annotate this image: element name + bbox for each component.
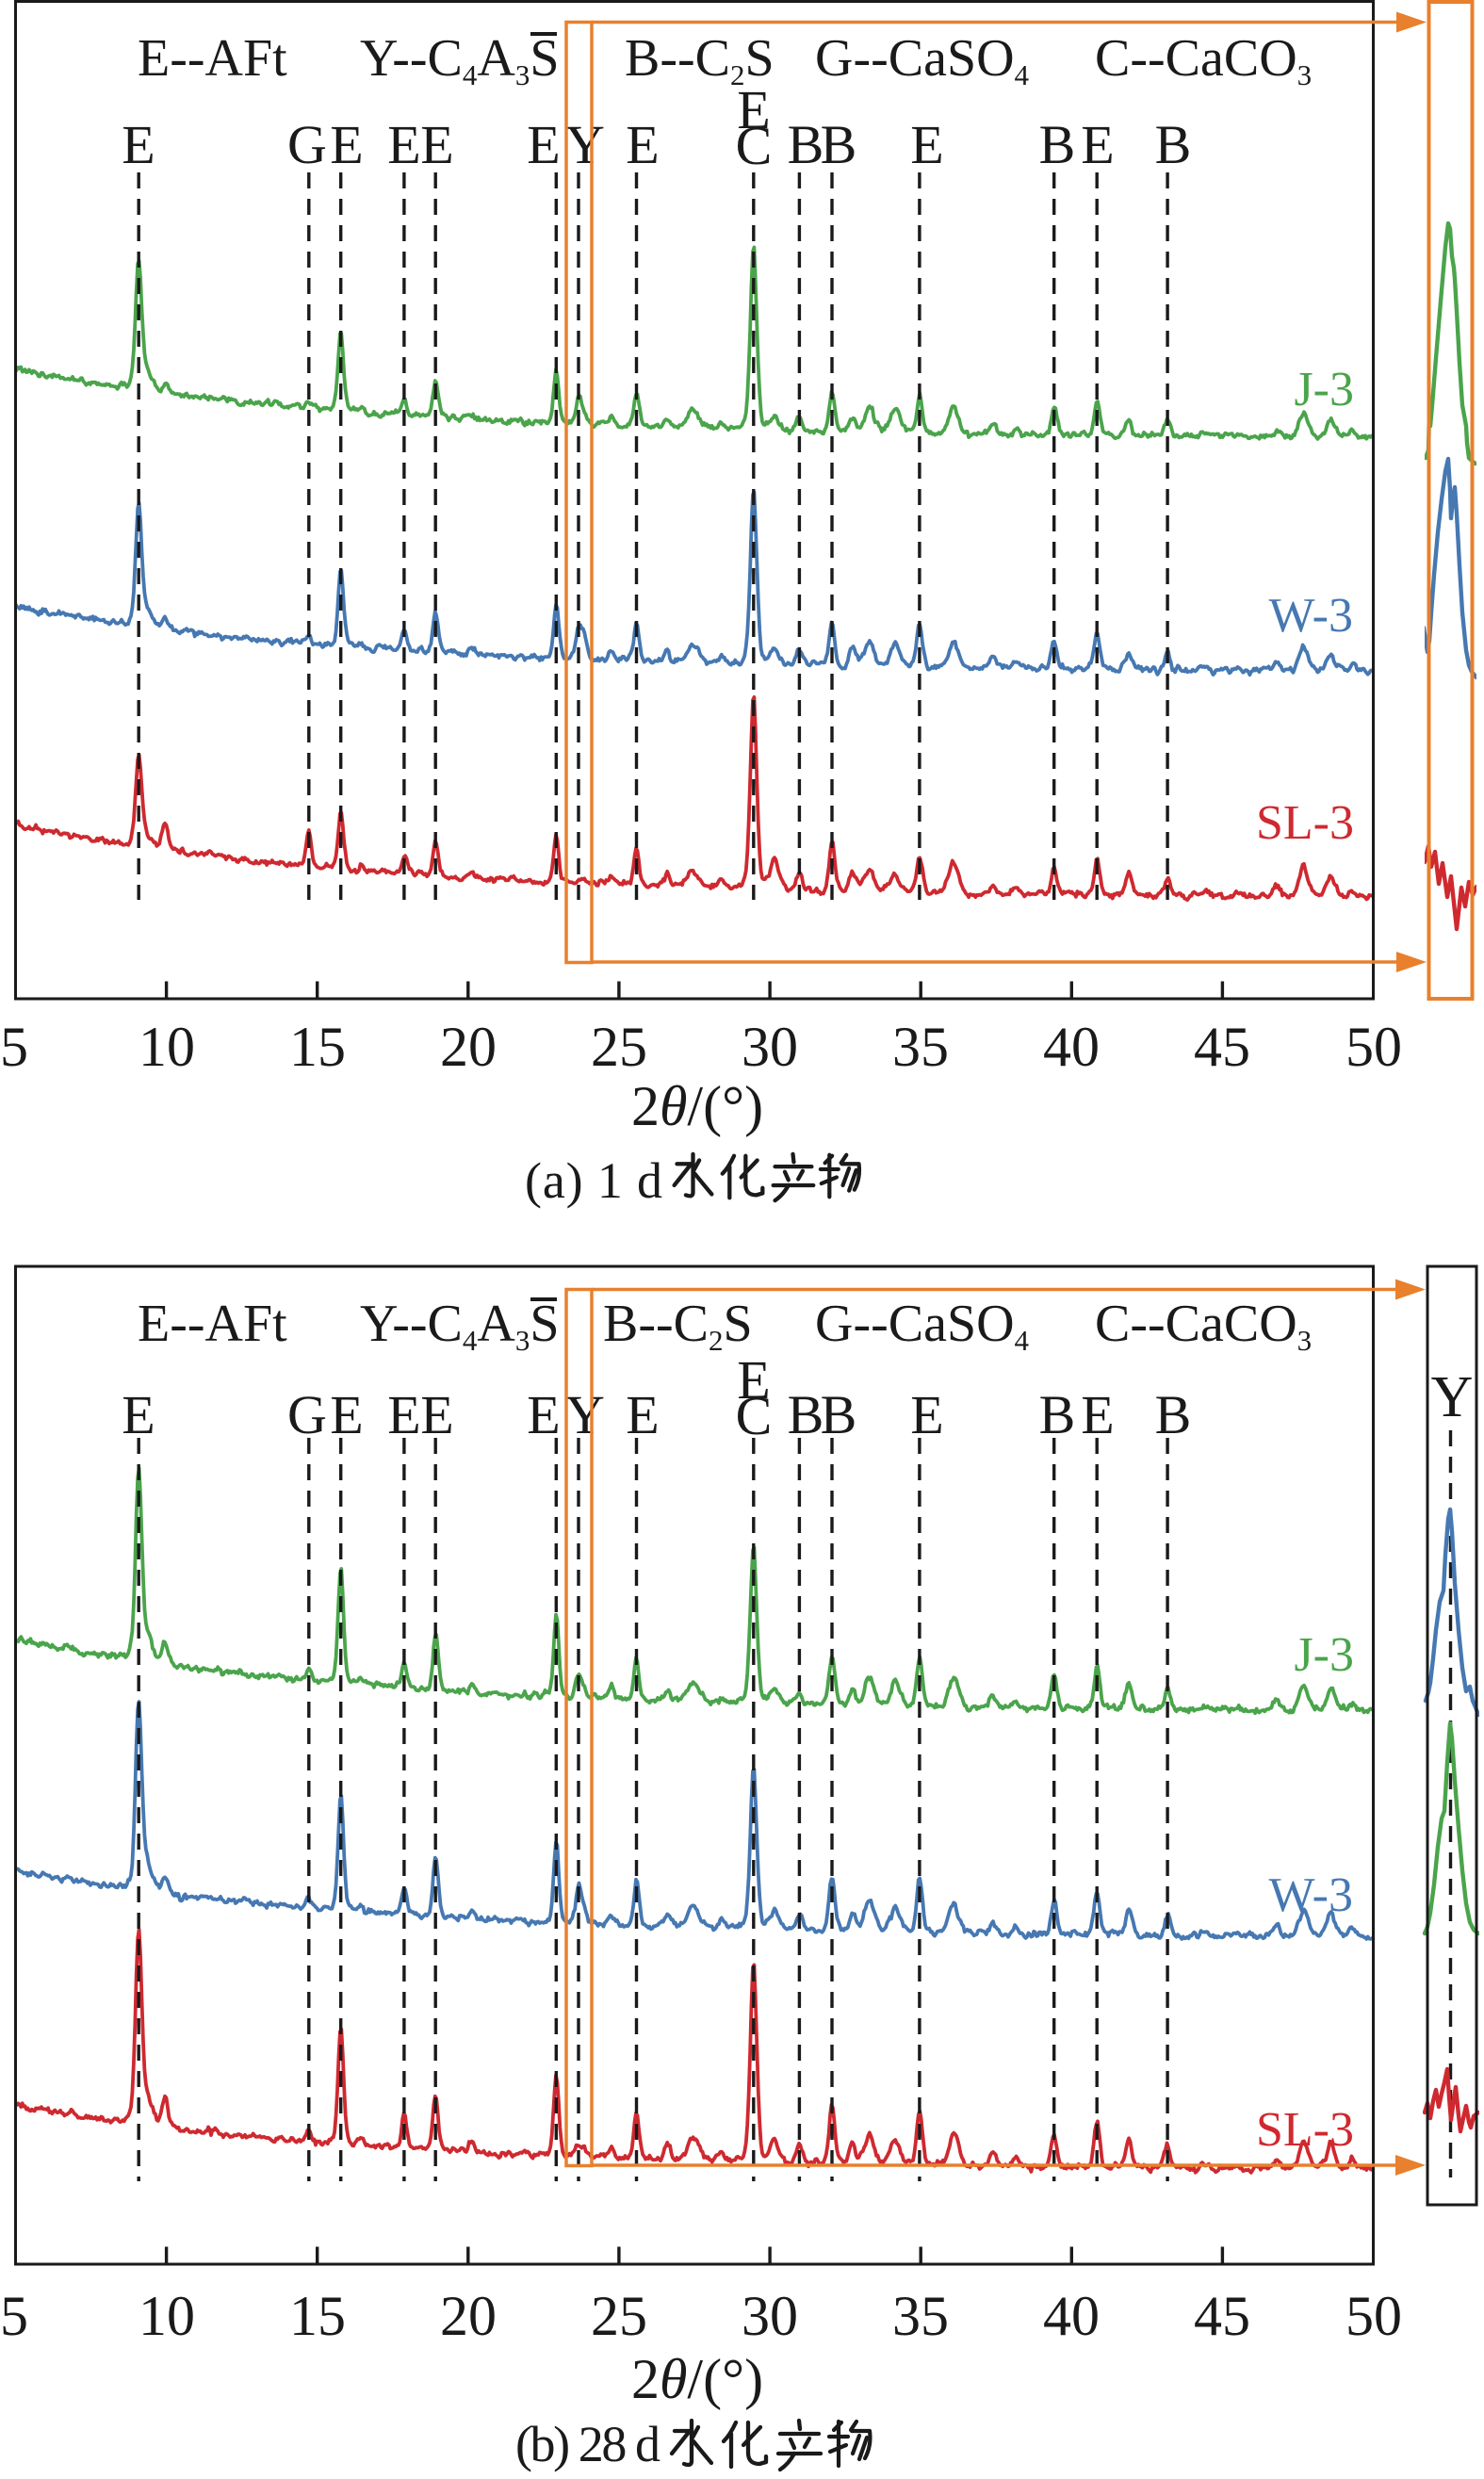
svg-text:E: E <box>626 114 659 175</box>
svg-text:W-3: W-3 <box>1268 1868 1353 1922</box>
svg-text:E: E <box>527 114 560 175</box>
svg-text:SL-3: SL-3 <box>1256 2103 1354 2157</box>
svg-text:C--CaCO3​: C--CaCO3​ <box>1095 29 1312 91</box>
svg-text:B: B <box>788 1384 824 1445</box>
svg-text:E: E <box>910 1384 943 1445</box>
svg-text:10: 10 <box>139 1016 195 1078</box>
svg-text:E: E <box>527 1384 560 1445</box>
svg-text:E: E <box>122 1384 155 1445</box>
svg-text:2θ/(°): 2θ/(°) <box>631 1075 763 1137</box>
svg-text:B: B <box>821 114 857 175</box>
svg-text:25: 25 <box>591 1016 647 1078</box>
svg-text:E: E <box>737 79 770 140</box>
svg-text:E: E <box>330 1384 363 1445</box>
svg-text:Y: Y <box>1431 1365 1474 1429</box>
svg-text:Y--C4​A3​S: Y--C4​A3​S <box>360 1295 560 1357</box>
svg-text:B--C2​S: B--C2​S <box>603 1295 753 1357</box>
svg-text:E--AFt: E--AFt <box>138 1295 287 1353</box>
svg-text:10: 10 <box>139 2285 195 2347</box>
svg-text:C: C <box>736 1385 773 1446</box>
svg-text:35: 35 <box>892 1016 949 1078</box>
svg-text:5: 5 <box>0 2285 28 2347</box>
svg-text:E: E <box>420 1384 453 1445</box>
svg-text:E: E <box>1081 114 1114 175</box>
svg-text:B: B <box>1039 1384 1076 1445</box>
svg-text:C: C <box>736 115 773 176</box>
svg-text:35: 35 <box>892 2285 949 2347</box>
svg-text:15: 15 <box>289 1016 346 1078</box>
svg-text:E: E <box>910 114 943 175</box>
svg-text:E: E <box>122 114 155 175</box>
svg-text:G--CaSO4​: G--CaSO4​ <box>815 1295 1030 1357</box>
svg-text:B: B <box>821 1384 857 1445</box>
svg-text:E: E <box>387 114 420 175</box>
svg-text:2θ/(°): 2θ/(°) <box>631 2348 763 2410</box>
svg-text:25: 25 <box>591 2285 647 2347</box>
svg-text:SL-3: SL-3 <box>1256 796 1354 850</box>
svg-text:E: E <box>330 114 363 175</box>
svg-text:50: 50 <box>1345 2285 1402 2347</box>
svg-text:40: 40 <box>1043 2285 1100 2347</box>
svg-text:40: 40 <box>1043 1016 1100 1078</box>
svg-text:50: 50 <box>1345 1016 1402 1078</box>
svg-text:B: B <box>1155 1384 1192 1445</box>
svg-text:30: 30 <box>742 2285 798 2347</box>
svg-text:(b) 28 d: (b) 28 d <box>515 2416 660 2472</box>
svg-text:J-3: J-3 <box>1294 363 1354 416</box>
svg-text:45: 45 <box>1194 2285 1250 2347</box>
svg-text:5: 5 <box>0 1016 28 1078</box>
svg-text:E: E <box>737 1349 770 1411</box>
svg-text:E: E <box>626 1384 659 1445</box>
svg-text:W-3: W-3 <box>1268 589 1353 643</box>
svg-text:C--CaCO3​: C--CaCO3​ <box>1095 1295 1312 1357</box>
svg-text:45: 45 <box>1194 1016 1250 1078</box>
svg-text:E: E <box>1081 1384 1114 1445</box>
svg-text:J-3: J-3 <box>1294 1628 1354 1682</box>
svg-text:15: 15 <box>289 2285 346 2347</box>
svg-text:G: G <box>287 114 327 175</box>
svg-text:E: E <box>387 1384 420 1445</box>
svg-text:B--C2​S: B--C2​S <box>625 29 775 91</box>
svg-text:B: B <box>1155 114 1192 175</box>
svg-text:20: 20 <box>440 2285 497 2347</box>
svg-text:30: 30 <box>742 1016 798 1078</box>
svg-text:E: E <box>420 114 453 175</box>
svg-text:20: 20 <box>440 1016 497 1078</box>
svg-text:Y--C4​A3​S: Y--C4​A3​S <box>360 29 560 91</box>
svg-text:Y: Y <box>565 1384 605 1445</box>
svg-text:Y: Y <box>565 114 605 175</box>
svg-text:(a) 1 d: (a) 1 d <box>525 1152 662 1209</box>
svg-text:G: G <box>287 1384 327 1445</box>
svg-text:E--AFt: E--AFt <box>138 29 287 88</box>
svg-text:B: B <box>1039 114 1076 175</box>
svg-text:B: B <box>788 114 824 175</box>
svg-text:G--CaSO4​: G--CaSO4​ <box>815 29 1030 91</box>
